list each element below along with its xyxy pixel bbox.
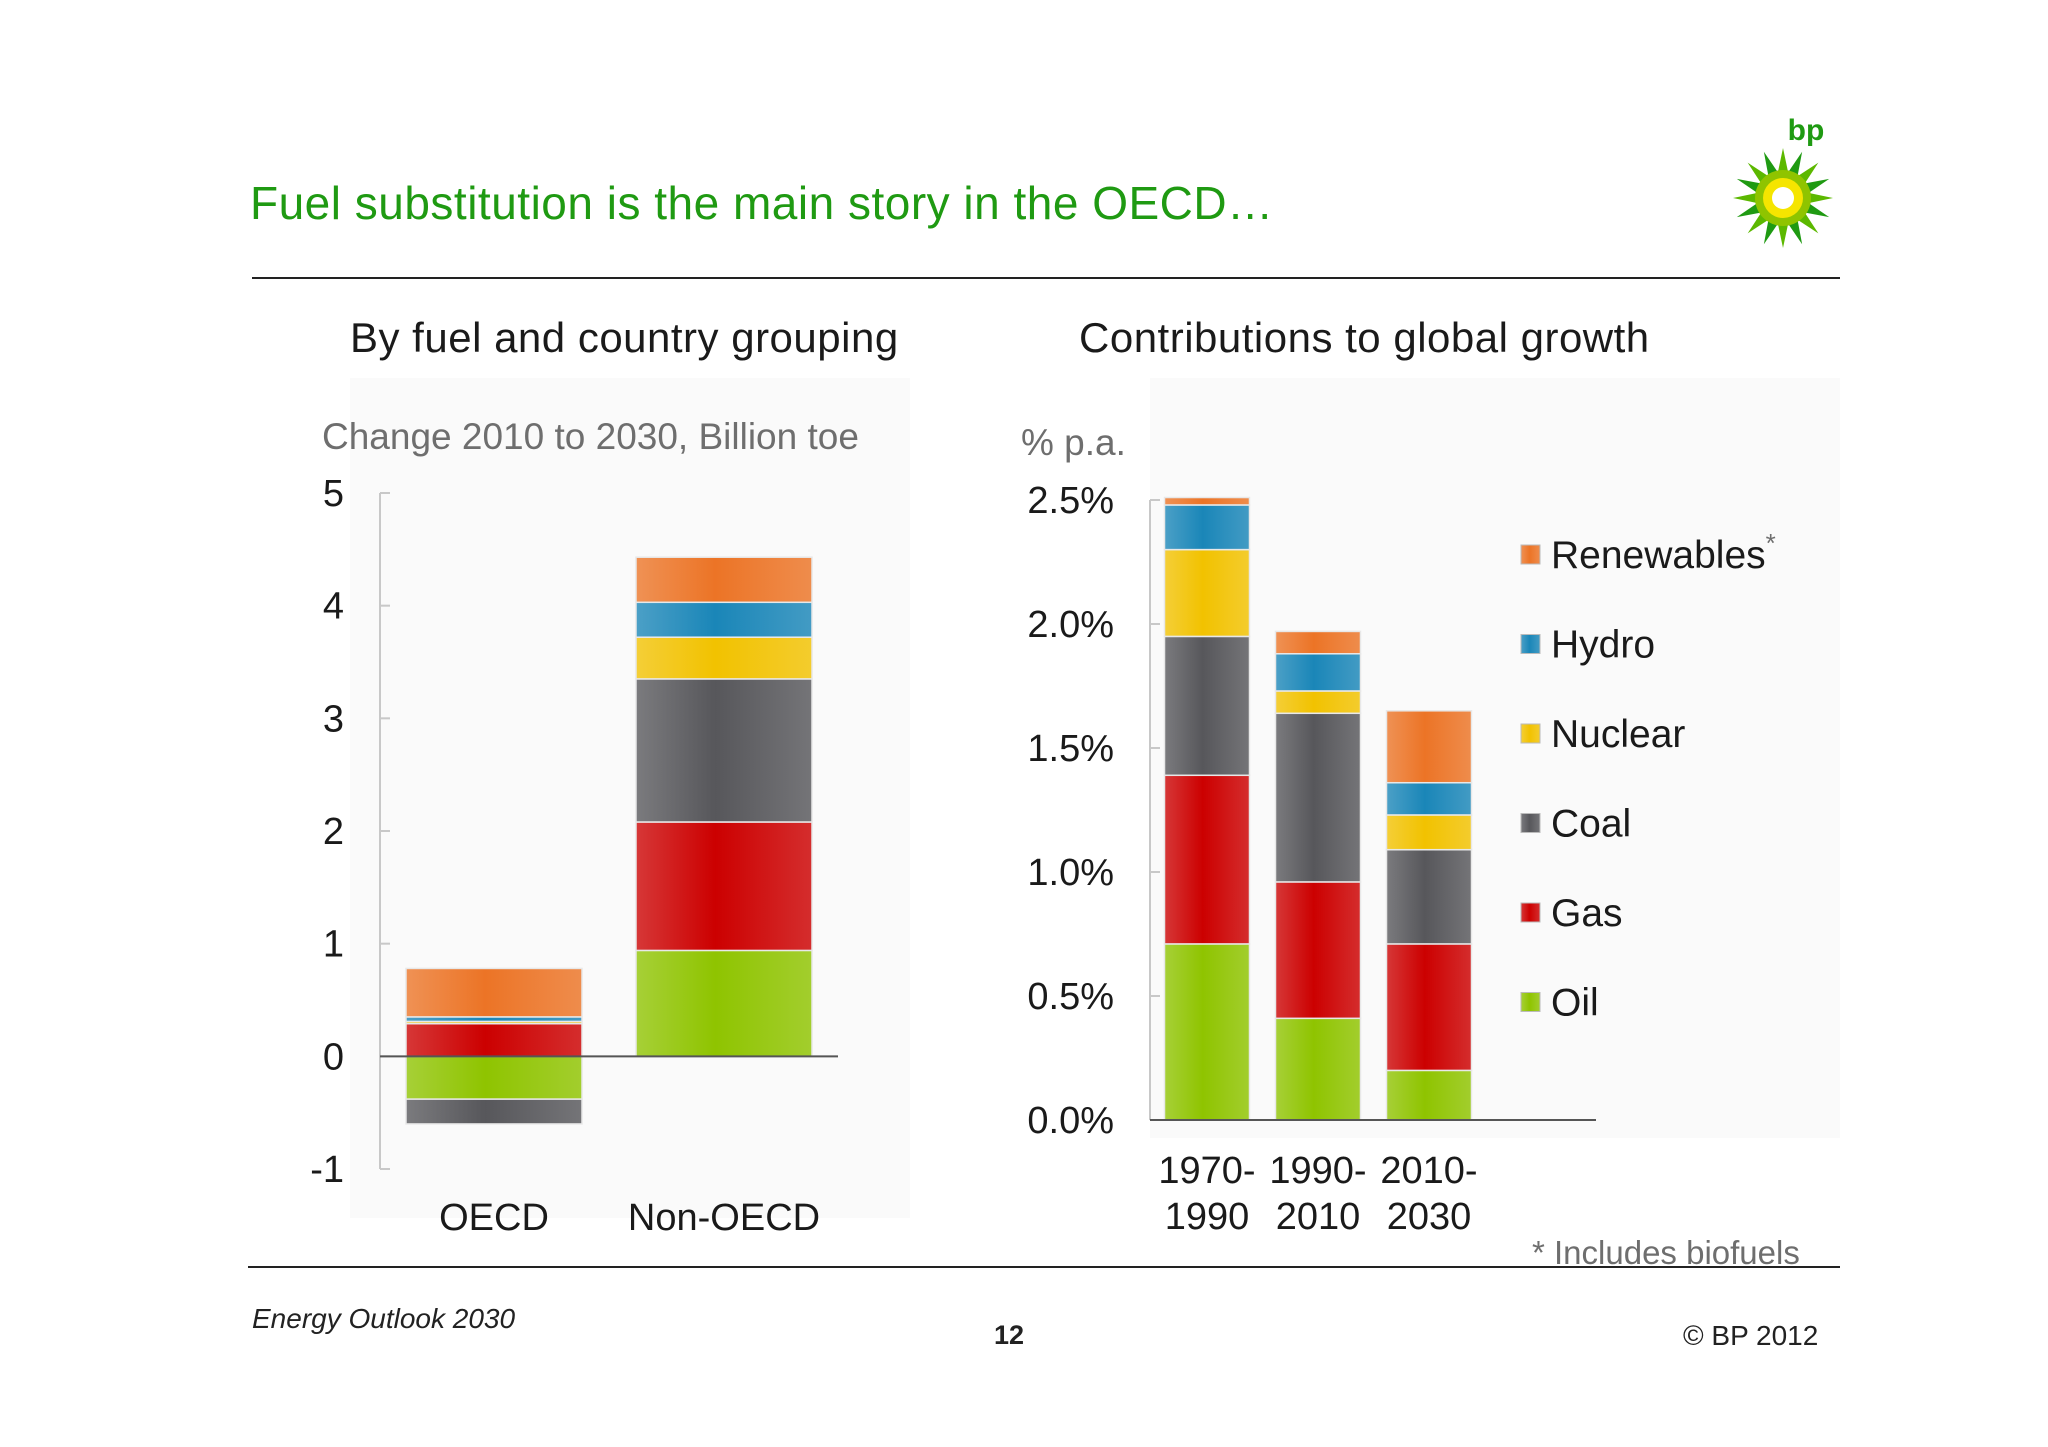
x-tick-label: 2010-	[1380, 1150, 1477, 1192]
y-tick-label: 0	[323, 1036, 344, 1078]
y-axis-label: Change 2010 to 2030, Billion toe	[322, 416, 859, 457]
y-tick-label: 1.5%	[1027, 728, 1114, 770]
bar-segment-coal-1	[1274, 712, 1362, 883]
x-tick-label: 1970-	[1158, 1150, 1255, 1192]
y-tick-label: 0.5%	[1027, 976, 1114, 1018]
bar-segment-gas-1	[1274, 881, 1362, 1020]
bp-logo: bp	[1720, 110, 1840, 260]
bar-segment-oil-2	[1385, 1069, 1473, 1121]
y-tick-label: 1.0%	[1027, 852, 1114, 894]
x-tick-label: 1990	[1165, 1196, 1250, 1238]
bar-segment-coal-2	[1385, 848, 1473, 945]
x-tick-label: 2010	[1276, 1196, 1361, 1238]
left-panel-title: By fuel and country grouping	[350, 314, 899, 361]
bar-segment-gas-0	[1163, 774, 1251, 945]
y-tick-label: 1	[323, 924, 344, 966]
bar-segment-hydro-1	[1274, 653, 1362, 692]
bar-segment-renewables-1	[635, 556, 813, 604]
x-tick-label: 2030	[1387, 1196, 1472, 1238]
legend-label-renewables: Renewables*	[1551, 528, 1776, 577]
x-tick-label: 1990-	[1269, 1150, 1366, 1192]
y-tick-label: -1	[310, 1149, 344, 1191]
bar-segment-renewables-2	[1385, 710, 1473, 784]
legend-swatch-renewables	[1520, 544, 1541, 565]
bar-segment-gas-1	[635, 821, 813, 952]
legend-label-gas: Gas	[1551, 892, 1623, 935]
bar-segment-nuclear-2	[1385, 814, 1473, 851]
x-tick-label: Non-OECD	[628, 1197, 820, 1239]
y-tick-label: 0.0%	[1027, 1100, 1114, 1142]
footer-divider	[248, 1266, 1840, 1268]
y-tick-label: 3	[323, 698, 344, 740]
bar-segment-hydro-0	[1163, 504, 1251, 551]
bar-segment-coal-0	[1163, 635, 1251, 777]
legend-swatch-coal	[1520, 813, 1541, 833]
bar-segment-coal-1	[635, 678, 813, 823]
y-tick-label: 4	[323, 586, 344, 628]
bar-segment-oil-1	[1274, 1017, 1362, 1121]
y-tick-label: 2.5%	[1027, 480, 1114, 522]
footnote: * Includes biofuels	[1532, 1234, 1800, 1271]
bar-segment-nuclear-0	[1163, 548, 1251, 638]
footer-publication: Energy Outlook 2030	[252, 1303, 516, 1334]
legend-superscript: *	[1766, 528, 1776, 558]
bar-segment-renewables-0	[1163, 496, 1251, 506]
bar-segment-renewables-0	[405, 967, 583, 1018]
bar-segment-coal-0	[405, 1098, 583, 1125]
bp-logo-text: bp	[1788, 114, 1825, 147]
bar-segment-nuclear-1	[1274, 690, 1362, 715]
copyright: © BP 2012	[1683, 1320, 1819, 1351]
legend-swatch-nuclear	[1520, 723, 1541, 744]
right-panel-title: Contributions to global growth	[1079, 314, 1650, 361]
legend-swatch-hydro	[1520, 634, 1541, 654]
bar-segment-nuclear-1	[635, 636, 813, 680]
legend-label-hydro: Hydro	[1551, 624, 1655, 667]
page-number: 12	[994, 1320, 1025, 1350]
y-tick-label: 5	[323, 473, 344, 515]
bar-segment-oil-0	[1163, 943, 1251, 1121]
title-divider	[252, 277, 1840, 279]
bar-segment-gas-2	[1385, 943, 1473, 1072]
x-tick-label: OECD	[439, 1197, 549, 1239]
y-tick-label: 2	[323, 811, 344, 853]
bar-segment-hydro-2	[1385, 781, 1473, 816]
bar-segment-oil-0	[405, 1055, 583, 1100]
legend-swatch-gas	[1520, 902, 1541, 923]
bar-segment-renewables-1	[1274, 630, 1362, 655]
bar-segment-gas-0	[405, 1022, 583, 1058]
legend-label-nuclear: Nuclear	[1551, 713, 1685, 756]
slide-title: Fuel substitution is the main story in t…	[250, 177, 1274, 229]
legend-swatch-oil	[1520, 992, 1541, 1012]
y-tick-label: 2.0%	[1027, 604, 1114, 646]
y-axis-label: % p.a.	[1021, 422, 1126, 463]
bar-segment-oil-1	[635, 949, 813, 1058]
legend-label-oil: Oil	[1551, 982, 1599, 1025]
legend-label-coal: Coal	[1551, 803, 1631, 846]
